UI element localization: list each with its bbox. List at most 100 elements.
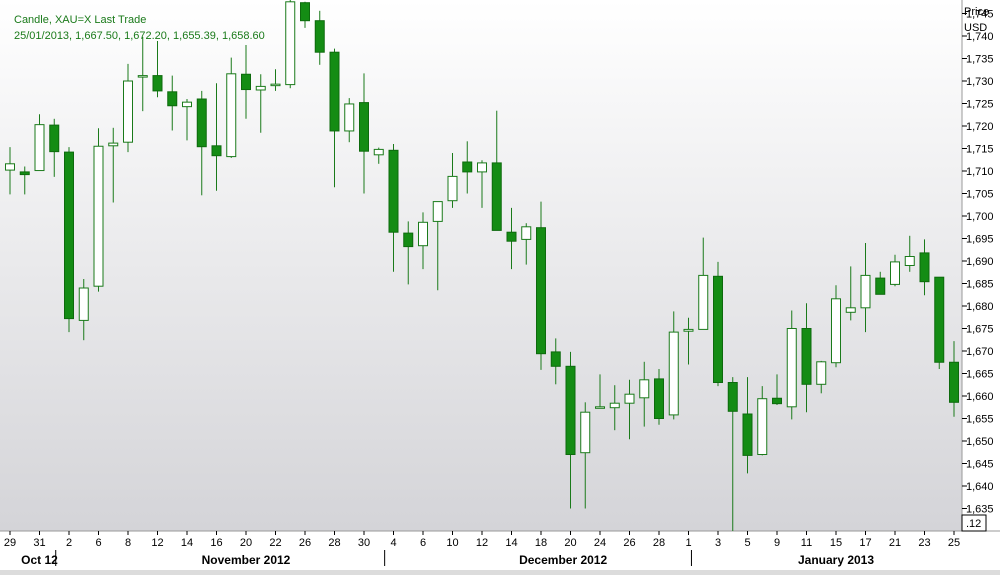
x-day-label: 30 xyxy=(358,537,370,549)
y-tick-label: 1,700 xyxy=(966,211,994,223)
candle-up[interactable] xyxy=(123,80,133,143)
candle-down[interactable] xyxy=(491,162,502,231)
candle-up[interactable] xyxy=(860,274,871,309)
candle-up[interactable] xyxy=(609,402,620,409)
candle-up[interactable] xyxy=(698,274,709,330)
candle-down[interactable] xyxy=(713,275,723,383)
candle-up[interactable] xyxy=(683,328,694,332)
candle-down[interactable] xyxy=(196,98,207,148)
candle-down[interactable] xyxy=(329,51,340,132)
candle-down[interactable] xyxy=(167,91,178,107)
candle-up[interactable] xyxy=(757,398,768,456)
candle-down[interactable] xyxy=(742,413,753,456)
candle-up[interactable] xyxy=(226,73,237,158)
candle-up[interactable] xyxy=(831,298,841,364)
last-bar-values: 25/01/2013, 1,667.50, 1,672.20, 1,655.39… xyxy=(14,30,265,42)
candle-up[interactable] xyxy=(108,142,119,147)
candle-down[interactable] xyxy=(152,75,163,92)
x-day-label: 1 xyxy=(685,537,691,549)
candle-down[interactable] xyxy=(211,145,222,157)
candle-up[interactable] xyxy=(418,221,428,247)
candle-up[interactable] xyxy=(904,256,915,266)
candle-up[interactable] xyxy=(521,226,532,240)
candle-up[interactable] xyxy=(93,145,104,287)
candle-down[interactable] xyxy=(359,102,369,152)
candle-down[interactable] xyxy=(241,73,251,91)
candle-up[interactable] xyxy=(270,83,281,87)
x-day-label: 21 xyxy=(889,537,901,549)
candle-down[interactable] xyxy=(462,161,473,173)
candle-up[interactable] xyxy=(373,148,384,156)
price-axis: 1,635 1,640 1,645 1,650 1,655 1,660 1,665 1,670… xyxy=(962,9,994,516)
time-axis-panel[interactable] xyxy=(0,531,1000,570)
x-month-label: Oct 12 xyxy=(21,553,58,567)
candle-down[interactable] xyxy=(536,227,546,355)
x-day-label: 29 xyxy=(4,537,16,549)
x-month-label: January 2013 xyxy=(798,553,874,567)
candle-up[interactable] xyxy=(182,101,192,108)
x-day-label: 12 xyxy=(151,537,163,549)
candle-up[interactable] xyxy=(137,75,148,78)
candle-up[interactable] xyxy=(447,175,458,202)
candle-up[interactable] xyxy=(786,328,797,408)
candle-down[interactable] xyxy=(49,124,60,153)
candle-up[interactable] xyxy=(595,406,605,409)
candle-down[interactable] xyxy=(934,276,945,363)
y-tick-label: 1,685 xyxy=(966,279,994,291)
candle-down[interactable] xyxy=(314,20,325,53)
x-day-label: 25 xyxy=(948,537,960,549)
candle-down[interactable] xyxy=(727,382,738,412)
y-tick-label: 1,675 xyxy=(966,324,994,336)
candle-up[interactable] xyxy=(34,124,45,172)
candle-down[interactable] xyxy=(550,351,561,367)
x-day-label: 26 xyxy=(623,537,635,549)
candle-up[interactable] xyxy=(477,162,487,173)
candle-down[interactable] xyxy=(875,277,886,295)
candle-up[interactable] xyxy=(624,393,635,404)
candle-up[interactable] xyxy=(580,411,591,454)
candle-down[interactable] xyxy=(300,2,310,22)
y-tick-label: 1,680 xyxy=(966,301,994,313)
candle-up[interactable] xyxy=(344,103,355,132)
candle-down[interactable] xyxy=(19,171,30,176)
candle-down[interactable] xyxy=(64,151,74,320)
y-tick-label: 1,645 xyxy=(966,459,994,471)
candle-down[interactable] xyxy=(506,231,517,242)
y-tick-label: 1,710 xyxy=(966,166,994,178)
price-scale-box[interactable] xyxy=(961,514,987,532)
y-tick-label: 1,705 xyxy=(966,189,994,201)
candle-down[interactable] xyxy=(403,232,414,248)
y-tick-label: 1,695 xyxy=(966,234,994,246)
candle-up[interactable] xyxy=(432,201,443,222)
candle-down[interactable] xyxy=(919,252,930,283)
y-axis-unit: USD xyxy=(964,22,987,34)
candle-down[interactable] xyxy=(388,149,399,233)
candle-down[interactable] xyxy=(654,378,664,419)
x-day-label: 28 xyxy=(653,537,665,549)
candle-up[interactable] xyxy=(845,307,856,313)
x-day-label: 9 xyxy=(774,537,780,549)
candle-up[interactable] xyxy=(255,85,266,91)
candle-up[interactable] xyxy=(668,331,679,416)
candle-down[interactable] xyxy=(801,328,812,385)
y-tick-label: 1,740 xyxy=(966,31,994,43)
x-day-label: 20 xyxy=(564,537,576,549)
x-day-label: 15 xyxy=(830,537,842,549)
y-tick-label: 1,660 xyxy=(966,391,994,403)
candle-up[interactable] xyxy=(890,261,900,285)
candle-up[interactable] xyxy=(639,379,650,399)
candle-down[interactable] xyxy=(772,397,782,405)
plot-area[interactable] xyxy=(0,0,962,531)
x-day-label: 18 xyxy=(535,537,547,549)
y-tick-label: 1,690 xyxy=(966,256,994,268)
y-axis-label: Price xyxy=(964,6,989,18)
candle-down[interactable] xyxy=(949,361,959,403)
candle-down[interactable] xyxy=(565,365,576,455)
candle-up[interactable] xyxy=(285,1,296,86)
candle-up[interactable] xyxy=(78,287,89,321)
x-day-label: 2 xyxy=(66,537,72,549)
candle-up[interactable] xyxy=(816,361,827,385)
price-axis-panel[interactable] xyxy=(962,0,1000,531)
candle-up[interactable] xyxy=(5,163,15,171)
